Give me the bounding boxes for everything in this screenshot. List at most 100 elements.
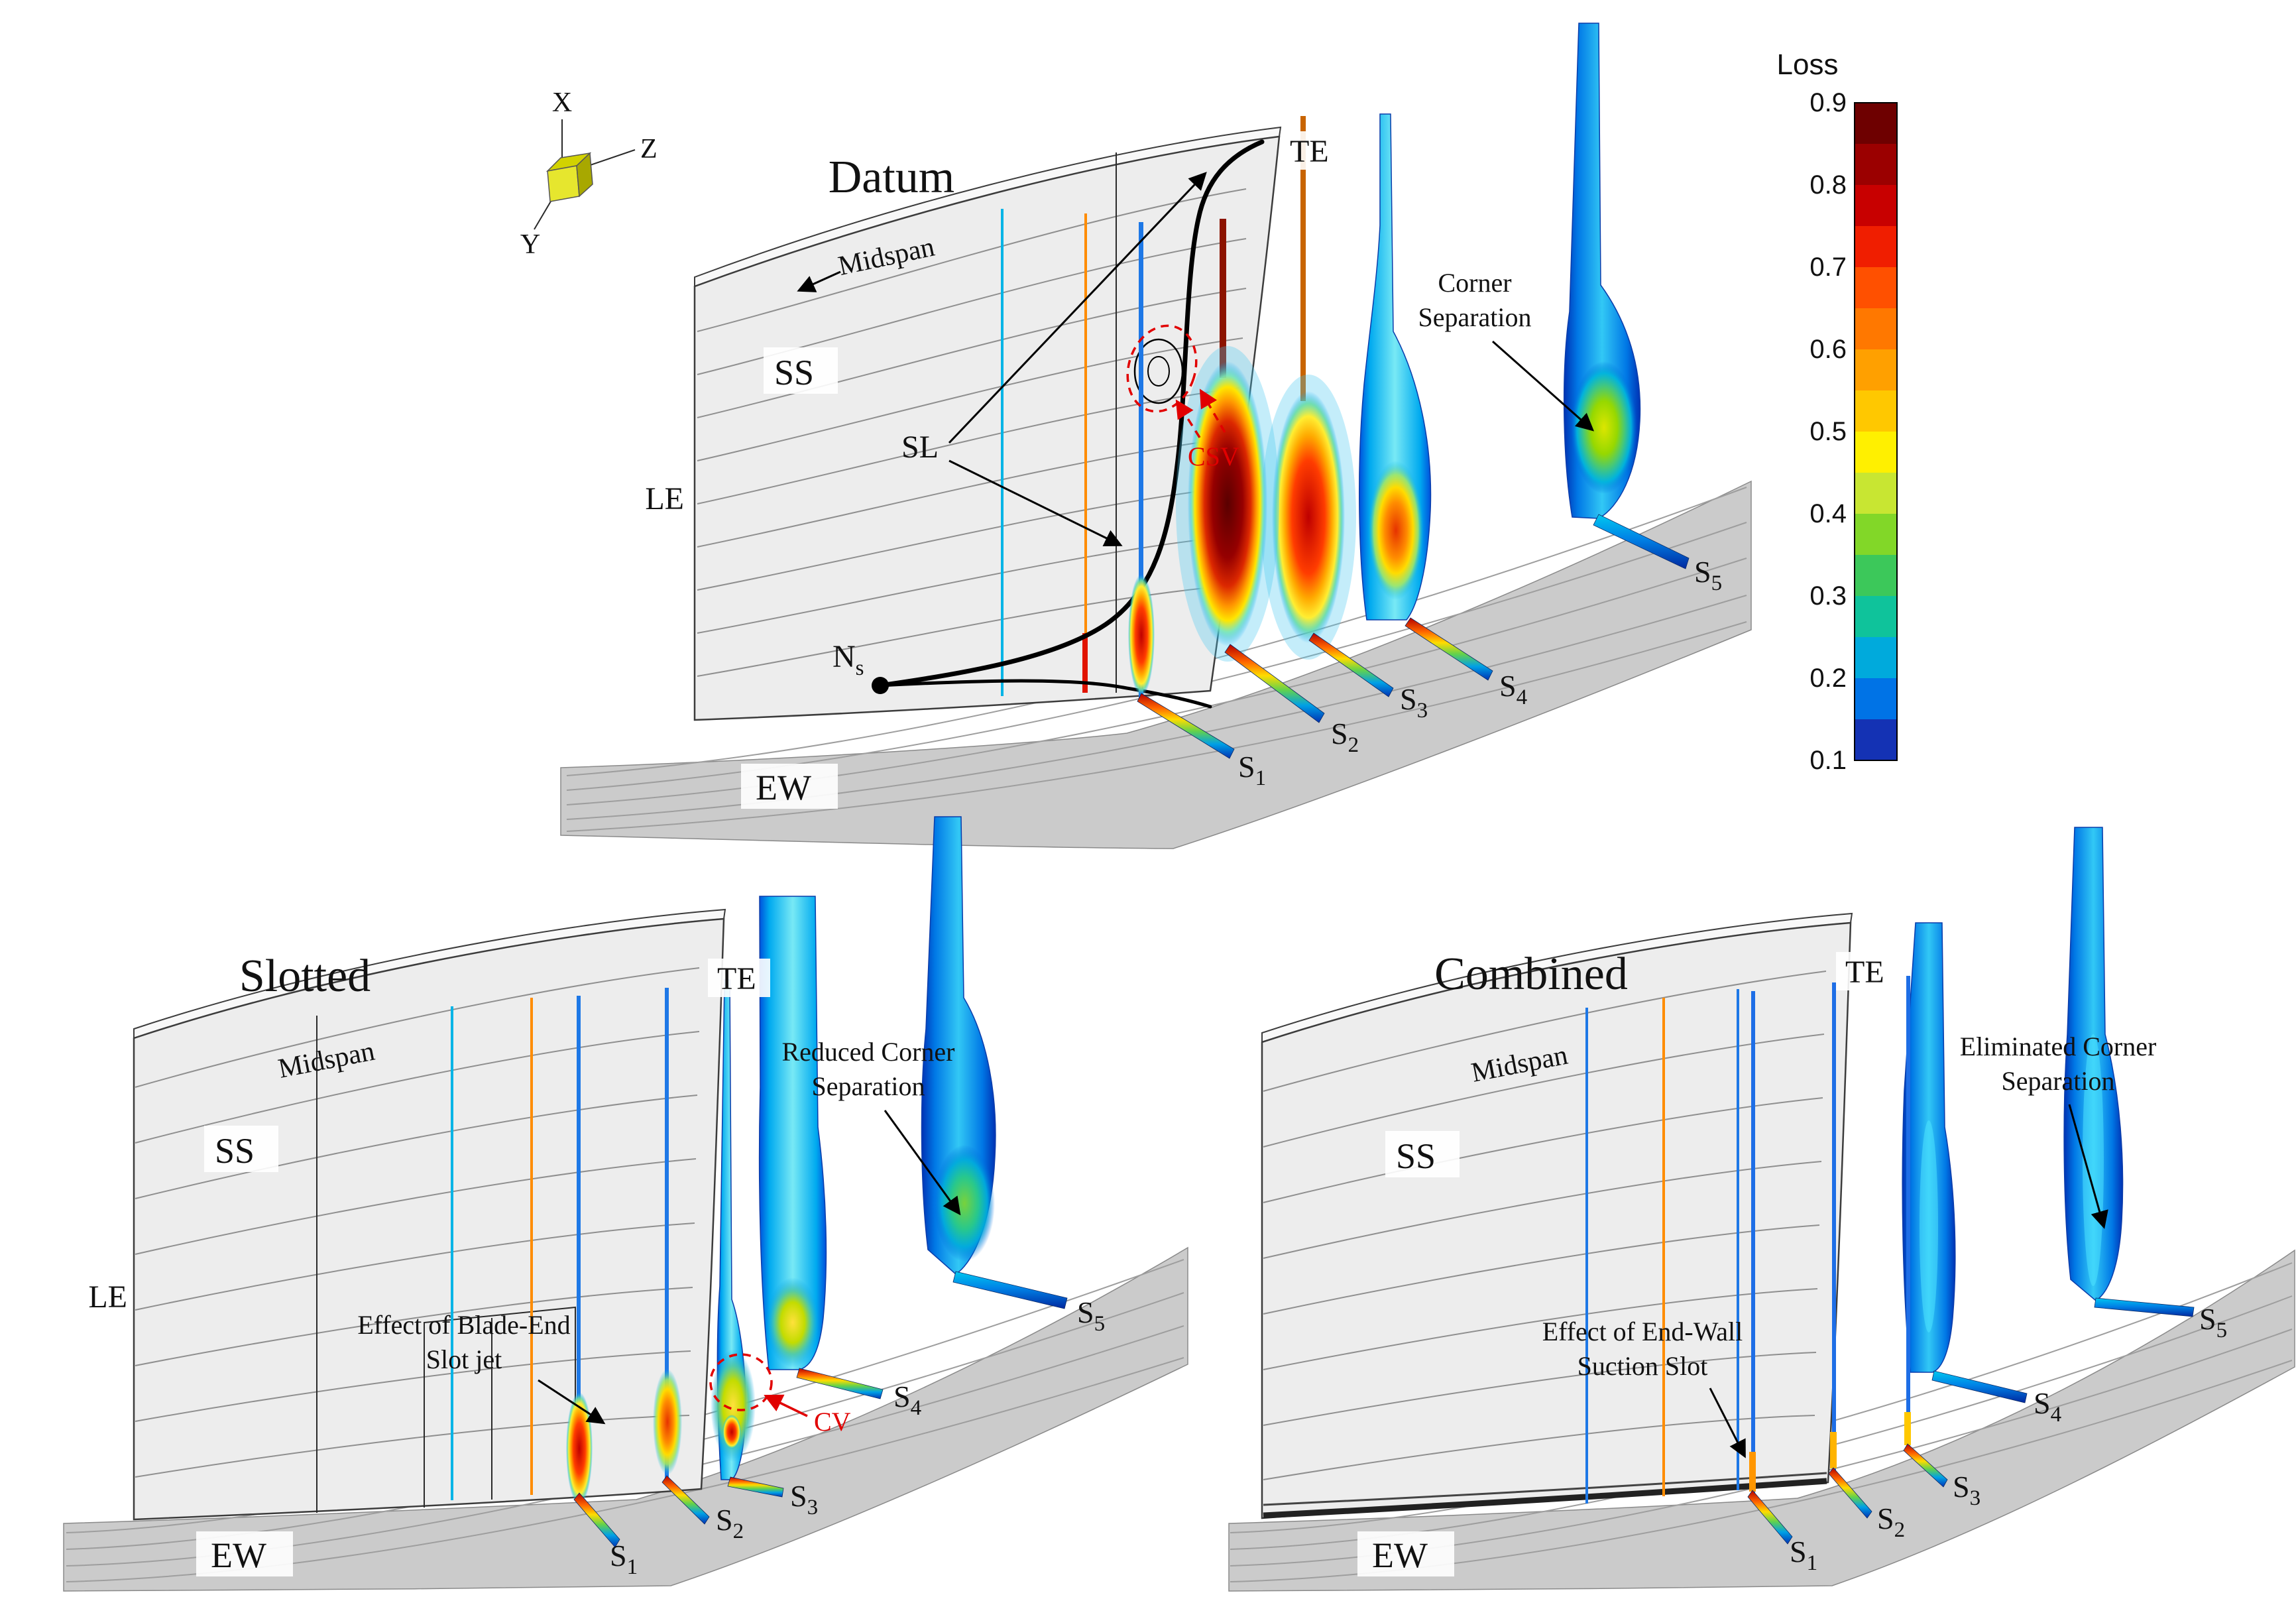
vortex-swirl: [1133, 338, 1184, 404]
suction-slot-text: Suction Slot: [1578, 1351, 1708, 1381]
endwall-streamline: [1230, 1329, 2293, 1567]
colorbar-title: Loss: [1777, 48, 1839, 81]
blade-streamline: [1263, 1288, 1818, 1370]
ss-label: SS: [774, 353, 814, 392]
plane-label-sub: 2: [1348, 733, 1359, 757]
blade-streamline: [1263, 1415, 1815, 1480]
blade-streamline: [697, 487, 1232, 591]
colorbar-segment: [1855, 226, 1897, 267]
plane-label-sub: 5: [1094, 1312, 1106, 1336]
blade-streamline: [135, 1222, 695, 1311]
plane-label-sub: 5: [2216, 1319, 2228, 1342]
plane-label-base: S: [1499, 669, 1517, 703]
plane-s4-loss-blob: [1368, 461, 1424, 600]
blade-streamline: [1263, 1224, 1820, 1315]
plane-label-s5: S5: [1694, 555, 1722, 595]
endwall-streamline: [566, 558, 1747, 805]
plane-s5: S5: [1563, 23, 1722, 595]
plane-s2-tip: [1830, 1432, 1837, 1468]
separation-streamline: [878, 679, 1212, 709]
blade-datum: [693, 126, 1282, 721]
eliminated-corner-text: Separation: [2001, 1066, 2114, 1096]
colorbar-segment: [1855, 596, 1897, 637]
plane-label-base: S: [1877, 1502, 1894, 1535]
plane-label-s4: S4: [1499, 669, 1527, 709]
axis-x-label: X: [552, 88, 572, 118]
plane-label-base: S: [610, 1539, 627, 1572]
colorbar-segment: [1855, 473, 1897, 514]
plane-s3-tip: [1904, 1412, 1911, 1445]
colorbar-outline: [1854, 102, 1898, 761]
endwall-surface: [63, 1246, 1188, 1592]
plane-trace-line: [1001, 209, 1004, 696]
ns-sub: s: [856, 656, 864, 680]
plane-s3-loss-core: [722, 1415, 741, 1449]
csv-label: CSV: [1188, 442, 1239, 471]
plane-label-s3: S3: [1953, 1470, 1980, 1510]
colorbar-segment: [1855, 185, 1897, 226]
planes-combined: S5 S4 S3 S2: [1747, 827, 2228, 1575]
plane-label-s1: S1: [1790, 1535, 1817, 1575]
midspan-leader-line: [797, 270, 841, 292]
reduced-corner-text: Reduced Corner: [781, 1037, 954, 1067]
colorbar-tick: 0.1: [1809, 746, 1847, 775]
plane-s3: S3: [1261, 116, 1428, 723]
plane-label-sub: 4: [911, 1396, 922, 1420]
blade-streamline: [135, 1158, 697, 1255]
plane-label-base: S: [1953, 1470, 1970, 1504]
colorbar-segment: [1855, 349, 1897, 390]
colorbar-segment: [1855, 555, 1897, 596]
ns-label: Ns: [832, 639, 864, 680]
plane-s1-foot: [573, 1492, 620, 1548]
plane-s3-loss-blob: [711, 1349, 756, 1462]
plane-s1-foot: [1137, 693, 1235, 759]
plane-trace-line: [530, 998, 533, 1495]
reduced-corner-arrow: [884, 1110, 961, 1216]
colorbar-tick: 0.8: [1809, 170, 1847, 200]
csv-dashed-circle: [1126, 324, 1198, 413]
plane-s2: S2: [653, 988, 744, 1543]
plane-s1-line: [577, 996, 581, 1494]
blade-streamline: [135, 1095, 698, 1199]
plane-label-sub: 2: [1894, 1518, 1906, 1542]
ss-label: SS: [1396, 1136, 1436, 1176]
axes-cube-right-face: [576, 152, 593, 198]
plane-label-base: S: [1331, 717, 1348, 750]
blade-slotted: [133, 908, 726, 1521]
ew-label: EW: [756, 768, 811, 807]
ss-label: SS: [215, 1131, 255, 1171]
blade-streamline: [135, 1287, 693, 1366]
plane-label-s1: S1: [1238, 750, 1266, 790]
blade-streamline: [135, 967, 700, 1088]
colorbar-segment: [1855, 432, 1897, 473]
colorbar-tick: 0.4: [1809, 499, 1847, 528]
panel-combined: S5 S4 S3 S2: [1228, 827, 2295, 1592]
label-bg: [204, 1126, 278, 1172]
plane-label-s2: S2: [716, 1503, 744, 1543]
plane-label-s2: S2: [1877, 1502, 1905, 1542]
plane-s1-foot: [1747, 1490, 1793, 1545]
eliminated-corner-arrow: [2068, 1104, 2108, 1229]
plane-trace-line: [1084, 213, 1087, 693]
plane-label-base: S: [1077, 1295, 1094, 1329]
colorbar-segment: [1855, 267, 1897, 308]
te-label: TE: [1845, 955, 1884, 990]
sl-arrow: [948, 172, 1207, 444]
te-label: TE: [1290, 134, 1329, 169]
plane-s3-foot: [1308, 632, 1394, 697]
blade-streamline: [697, 586, 1219, 677]
eliminated-corner-text: Eliminated Corner: [1960, 1032, 2157, 1061]
plane-s1-tip: [1749, 1452, 1756, 1492]
plane-s4: S4: [758, 896, 922, 1420]
endwall-streamline: [1230, 1360, 2293, 1582]
corner-separation-text: Corner: [1438, 268, 1511, 298]
plane-label-s1: S1: [610, 1539, 638, 1579]
plane-s3: S3: [1903, 976, 1980, 1510]
plane-s3-line: [1300, 116, 1306, 401]
plane-label-base: S: [2199, 1302, 2216, 1336]
ns-point: [872, 677, 889, 694]
annotations-datum: SL Ns CSV Corner Separation: [832, 172, 1595, 694]
plane-label-base: S: [1694, 555, 1711, 589]
colorbar-segment: [1855, 514, 1897, 555]
colorbar-segment: [1855, 144, 1897, 185]
